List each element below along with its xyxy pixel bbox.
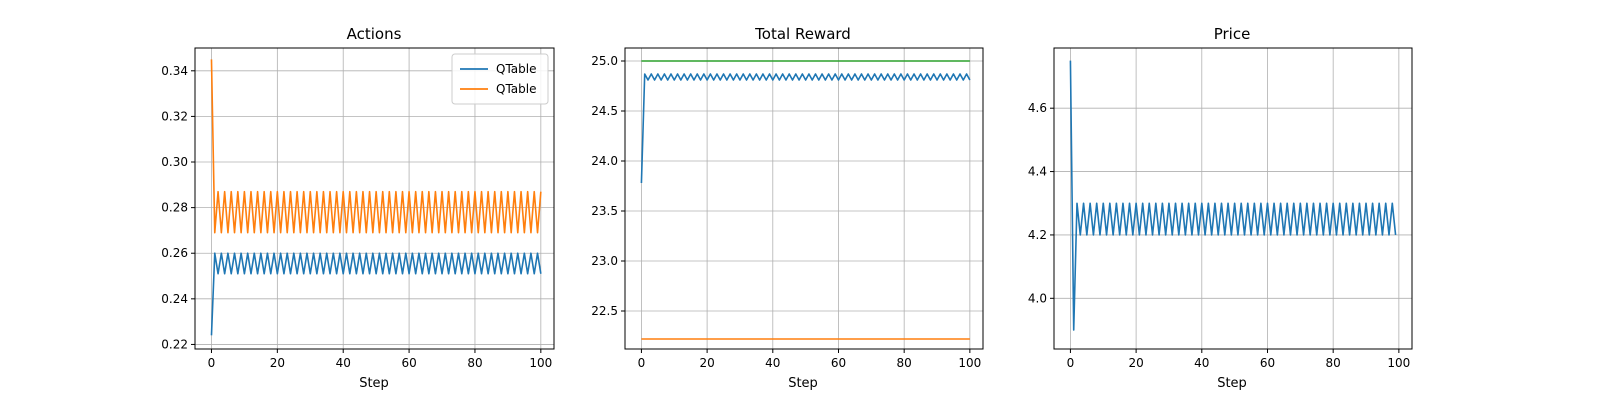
ticks: 0 20 40 60 80 100 22.5 23.0 23.5 24.0 24.5 25.0	[591, 54, 981, 370]
ticks: 0 20 40 60 80 100 0.22 0.24 0.26 0.28 0.30 0.32 0.34	[161, 64, 552, 370]
x-tick-label: 40	[765, 356, 780, 370]
series-line-1	[210, 252, 542, 336]
x-tick-label: 20	[1128, 356, 1143, 370]
y-tick-label: 0.30	[161, 155, 188, 169]
y-tick-label: 0.26	[161, 246, 188, 260]
chart-title: Price	[1214, 25, 1251, 43]
legend: QTable QTable	[451, 53, 549, 105]
x-tick-label: 60	[831, 356, 846, 370]
plot-frame	[194, 47, 555, 350]
price-panel: Price 0 20 40 60 80 100 4.0 4.2 4.4 4.6 Step	[1028, 25, 1413, 391]
series	[1069, 60, 1397, 331]
x-tick-label: 100	[958, 356, 981, 370]
y-tick-label: 24.5	[591, 104, 618, 118]
x-tick-label: 100	[1387, 356, 1410, 370]
x-tick-label: 80	[1326, 356, 1341, 370]
y-tick-label: 4.2	[1028, 228, 1047, 242]
x-tick-label: 40	[336, 356, 351, 370]
grid	[1054, 48, 1412, 349]
y-tick-label: 4.0	[1028, 291, 1047, 305]
series	[640, 60, 971, 340]
y-tick-label: 0.34	[161, 64, 188, 78]
y-tick-label: 0.32	[161, 109, 188, 123]
plot-frame	[624, 47, 984, 350]
series-line-1	[640, 73, 971, 184]
y-tick-label: 4.4	[1028, 165, 1047, 179]
chart-title: Actions	[347, 25, 402, 43]
y-tick-label: 22.5	[591, 304, 618, 318]
x-tick-label: 20	[699, 356, 714, 370]
y-tick-label: 0.24	[161, 292, 188, 306]
series-line-2	[210, 59, 542, 234]
x-tick-label: 0	[1067, 356, 1075, 370]
x-tick-label: 80	[897, 356, 912, 370]
x-tick-label: 80	[467, 356, 482, 370]
x-axis-label: Step	[359, 376, 389, 391]
y-tick-label: 23.0	[591, 254, 618, 268]
total-reward-panel: Total Reward 0 20 40 60 80 100 22.5 23.0 23.5 24.…	[591, 25, 984, 391]
x-axis-label: Step	[1217, 376, 1247, 391]
legend-label: QTable	[496, 62, 536, 76]
x-axis-label: Step	[788, 376, 818, 391]
y-tick-label: 0.22	[161, 337, 188, 351]
y-tick-label: 4.6	[1028, 101, 1047, 115]
x-tick-label: 20	[270, 356, 285, 370]
x-tick-label: 0	[208, 356, 216, 370]
legend-box	[451, 53, 549, 105]
series-line-1	[1069, 60, 1397, 331]
y-tick-label: 25.0	[591, 54, 618, 68]
x-tick-label: 60	[401, 356, 416, 370]
legend-label: QTable	[496, 82, 536, 96]
x-tick-label: 40	[1194, 356, 1209, 370]
actions-panel: Actions 0 20 40 60 80 100 0.22 0.24 0.26 0.28 0.30…	[161, 25, 555, 391]
x-tick-label: 60	[1260, 356, 1275, 370]
y-tick-label: 24.0	[591, 154, 618, 168]
plot-frame	[1053, 47, 1413, 350]
grid	[625, 48, 983, 349]
x-tick-label: 0	[638, 356, 646, 370]
chart-title: Total Reward	[754, 25, 851, 43]
ticks: 0 20 40 60 80 100 4.0 4.2 4.4 4.6	[1028, 101, 1410, 370]
y-tick-label: 0.28	[161, 201, 188, 215]
x-tick-label: 100	[529, 356, 552, 370]
y-tick-label: 23.5	[591, 204, 618, 218]
series	[210, 59, 542, 336]
